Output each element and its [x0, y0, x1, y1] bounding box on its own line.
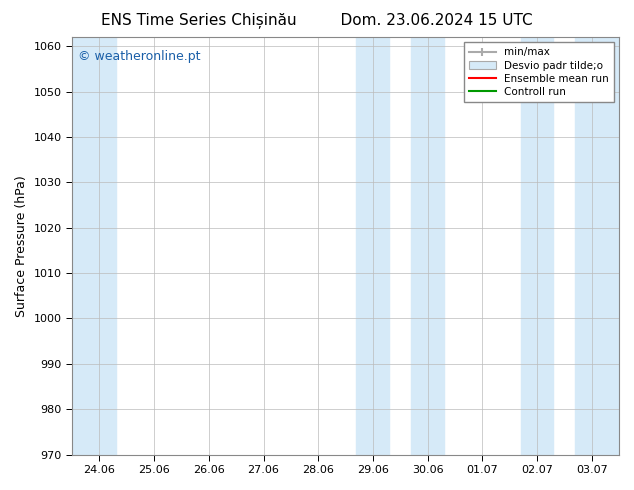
Bar	[575, 37, 619, 455]
Legend: min/max, Desvio padr tilde;o, Ensemble mean run, Controll run: min/max, Desvio padr tilde;o, Ensemble m…	[464, 42, 614, 102]
Bar	[72, 37, 116, 455]
Bar	[411, 37, 444, 455]
Bar	[356, 37, 389, 455]
Bar	[521, 37, 553, 455]
Text: ENS Time Series Chișinău         Dom. 23.06.2024 15 UTC: ENS Time Series Chișinău Dom. 23.06.2024…	[101, 12, 533, 28]
Text: © weatheronline.pt: © weatheronline.pt	[77, 49, 200, 63]
Y-axis label: Surface Pressure (hPa): Surface Pressure (hPa)	[15, 175, 28, 317]
